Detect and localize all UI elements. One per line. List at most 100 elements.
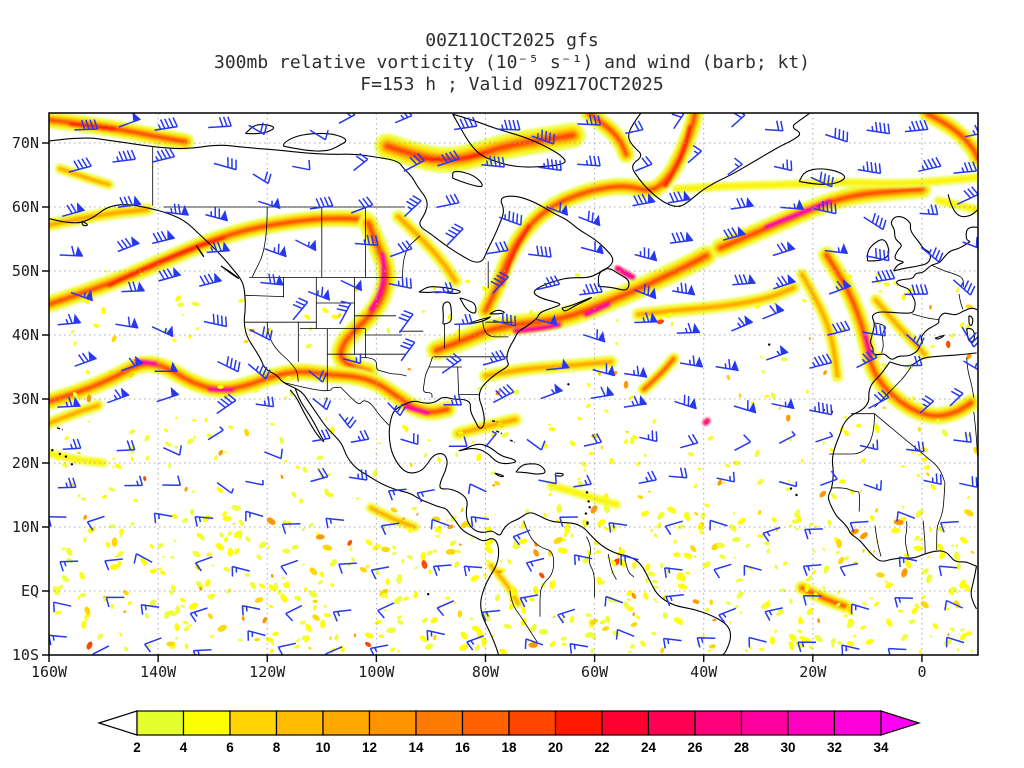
wind-barb (772, 241, 796, 257)
wind-barb (121, 355, 144, 372)
wind-barb (162, 475, 182, 487)
x-axis-tick-label: 20W (799, 663, 827, 681)
wind-barb (309, 196, 334, 210)
x-axis-tick-label: 140W (140, 663, 177, 681)
wind-barb (247, 363, 271, 380)
wind-barb (482, 349, 506, 366)
wind-barb (295, 239, 317, 252)
wind-barb (863, 480, 883, 492)
wind-barb (59, 245, 84, 257)
wind-barb (526, 438, 546, 451)
wind-barb (778, 430, 796, 444)
wind-barb (107, 387, 130, 404)
wind-barb (307, 286, 331, 301)
wind-barb (57, 477, 77, 489)
wind-barb (662, 637, 682, 649)
wind-barb (241, 604, 261, 616)
wind-barb (52, 601, 72, 613)
wind-barb (748, 636, 767, 648)
wind-barb (231, 565, 250, 577)
wind-barb (454, 313, 474, 326)
wind-barb (519, 594, 539, 608)
wind-barb (696, 636, 716, 648)
wind-barb (866, 121, 891, 135)
wind-barb (403, 152, 425, 172)
wind-barb (634, 312, 658, 324)
colorbar-segment (601, 710, 650, 736)
wind-barb (217, 356, 241, 373)
wind-barb (953, 431, 972, 443)
wind-barb (118, 113, 141, 128)
wind-barb (918, 157, 942, 173)
wind-barb (859, 439, 879, 451)
x-axis-tick-label: 120W (249, 663, 286, 681)
wind-barb (104, 558, 123, 571)
wind-barb (467, 483, 487, 495)
wind-barb (481, 155, 506, 168)
wind-barb (249, 326, 273, 341)
vorticity-shading (49, 113, 978, 614)
wind-barb (825, 127, 849, 143)
wind-barb (764, 120, 784, 132)
wind-barb (663, 567, 683, 578)
wind-barb (674, 394, 697, 410)
wind-barb (194, 516, 214, 527)
wind-barb (945, 636, 965, 648)
title-field: 300mb relative vorticity (10⁻⁵ s⁻¹) and … (213, 52, 811, 73)
wind-barb (70, 289, 93, 302)
wind-barb (257, 197, 281, 210)
wind-barb (665, 593, 684, 607)
y-axis-tick-label: 10S (12, 646, 39, 664)
wind-barb (664, 520, 683, 536)
wind-barb (342, 353, 362, 365)
wind-barb (354, 234, 379, 246)
wind-barb (871, 269, 896, 283)
wind-barb (336, 300, 352, 325)
wind-barb (143, 637, 162, 653)
wind-barb (672, 282, 696, 296)
colorbar-value-label: 12 (362, 740, 377, 755)
wind-barb (350, 429, 370, 443)
colorbar-segment (275, 710, 324, 736)
wind-barb (394, 113, 413, 124)
wind-barb (490, 271, 509, 295)
wind-barb (426, 629, 445, 641)
wind-barb (398, 309, 414, 334)
wind-barb (325, 517, 345, 529)
wind-barb (531, 129, 555, 145)
wind-barb (920, 246, 944, 263)
wind-barb (898, 556, 918, 568)
wind-barb (546, 202, 569, 216)
colorbar-value-label: 22 (594, 740, 609, 755)
colorbar-segment (740, 710, 789, 736)
wind-barb (827, 320, 851, 336)
wind-barb (632, 192, 656, 207)
wind-barb (416, 488, 435, 503)
wind-barb (580, 241, 604, 255)
colorbar-segment (787, 710, 836, 736)
wind-barb (403, 194, 422, 218)
wind-barb (377, 602, 395, 619)
x-axis-tick-label: 40W (690, 663, 718, 681)
wind-barb (153, 512, 173, 524)
wind-barb (285, 604, 303, 622)
wind-barb (348, 469, 368, 481)
wind-barb (727, 157, 743, 176)
wind-barb (635, 155, 653, 172)
wind-barb (49, 634, 67, 646)
wind-barb (713, 563, 732, 579)
wind-barb (310, 467, 329, 483)
wind-barb (353, 152, 369, 172)
wind-barb (388, 276, 412, 290)
wind-barb (59, 560, 79, 572)
colorbar-value-label: 34 (873, 740, 889, 755)
colorbar-value-label: 4 (180, 740, 188, 755)
wind-barb (608, 522, 628, 533)
wind-barb (577, 155, 601, 167)
wind-barb (441, 353, 462, 374)
colorbar-segment (508, 710, 557, 736)
wind-barb (387, 402, 406, 417)
wind-barb (498, 210, 523, 226)
colorbar-segment (182, 710, 231, 736)
